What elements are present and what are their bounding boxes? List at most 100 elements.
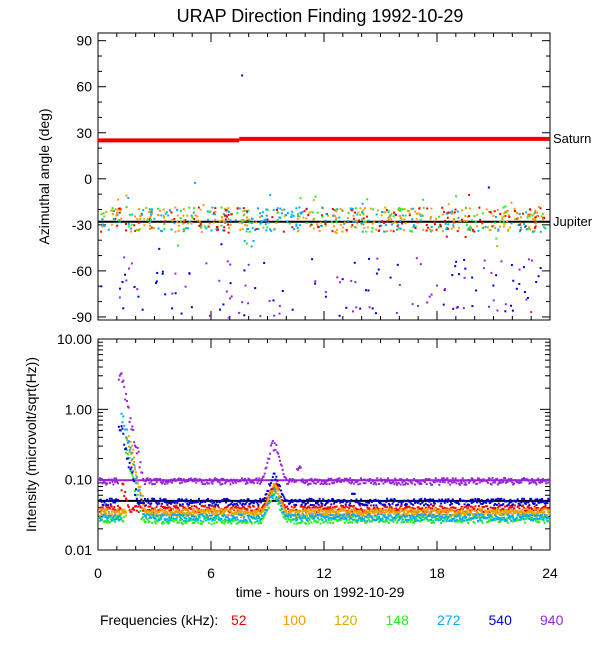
intensity-point [212,518,215,521]
intensity-point [375,483,378,486]
intensity-point [254,478,257,481]
scatter-point [265,208,268,211]
intensity-point [477,505,480,508]
intensity-point [214,519,217,522]
scatter-point [202,203,205,206]
scatter-point [134,215,137,218]
intensity-point [314,500,317,503]
intensity-point [224,482,227,485]
intensity-point [441,519,444,522]
intensity-point [406,499,409,502]
intensity-point [510,519,513,522]
intensity-point [373,519,376,522]
scatter-point [519,222,522,225]
intensity-point [146,509,149,512]
intensity-point [509,480,512,483]
intensity-point [361,479,364,482]
intensity-point [411,518,414,521]
scatter-point [354,207,357,210]
intensity-point [441,510,444,513]
intensity-point [447,481,450,484]
scatter-point [393,220,396,223]
scatter-point [242,219,245,222]
intensity-point [136,493,139,496]
intensity-point [321,480,324,483]
intensity-point [270,479,273,482]
scatter-point [422,206,425,209]
intensity-point [136,446,139,449]
scatter-point [338,216,341,219]
intensity-point [376,517,379,520]
intensity-point [109,515,112,518]
scatter-point [107,228,110,231]
intensity-point [115,477,118,480]
intensity-point [286,512,289,515]
intensity-point [268,483,271,486]
intensity-point [438,511,441,514]
scatter-point [430,216,433,219]
scatter-point [532,230,535,233]
scatter-point [291,210,294,213]
intensity-point [494,514,497,517]
intensity-point [173,511,176,514]
intensity-point [528,504,531,507]
intensity-point [338,499,341,502]
intensity-point [113,518,116,521]
intensity-point [276,499,279,502]
scatter-point [149,220,152,223]
scatter-point [345,230,348,233]
intensity-point [168,514,171,517]
scatter-point [278,216,281,219]
intensity-point [534,498,537,501]
intensity-point [175,504,178,507]
intensity-point [365,501,368,504]
intensity-point [251,500,254,503]
frequency-272: 272 [437,612,461,628]
scatter-point [188,272,191,275]
intensity-point [405,512,408,515]
scatter-point [403,208,406,211]
intensity-point [257,505,260,508]
intensity-point [443,481,446,484]
intensity-point [112,483,115,486]
intensity-point [448,479,451,482]
intensity-point [178,498,181,501]
scatter-point [171,307,174,310]
intensity-point [499,504,502,507]
intensity-point [126,405,129,408]
intensity-point [132,470,135,473]
scatter-point [303,210,306,213]
intensity-point [417,511,420,514]
intensity-point [410,511,413,514]
scatter-point [272,208,275,211]
intensity-point [397,519,400,522]
intensity-point [302,513,305,516]
scatter-point [183,228,186,231]
intensity-point [242,519,245,522]
intensity-point [184,519,187,522]
intensity-point [368,510,371,513]
scatter-point [527,227,530,230]
intensity-point [433,509,436,512]
intensity-point [253,500,256,503]
intensity-point [502,513,505,516]
intensity-point [139,494,142,497]
scatter-point [538,206,541,209]
intensity-point [217,516,220,519]
scatter-point [218,220,221,223]
intensity-point [212,505,215,508]
scatter-point [533,226,536,229]
intensity-point [404,483,407,486]
scatter-point [430,225,433,228]
intensity-point [352,482,355,485]
scatter-point [215,227,218,230]
intensity-point [503,516,506,519]
intensity-point [139,501,142,504]
scatter-point [227,231,230,234]
azimuth-y-label: Azimuthal angle (deg) [36,108,52,244]
intensity-point [479,478,482,481]
intensity-point [471,513,474,516]
intensity-point [457,501,460,504]
intensity-point [255,477,258,480]
intensity-point [476,501,479,504]
